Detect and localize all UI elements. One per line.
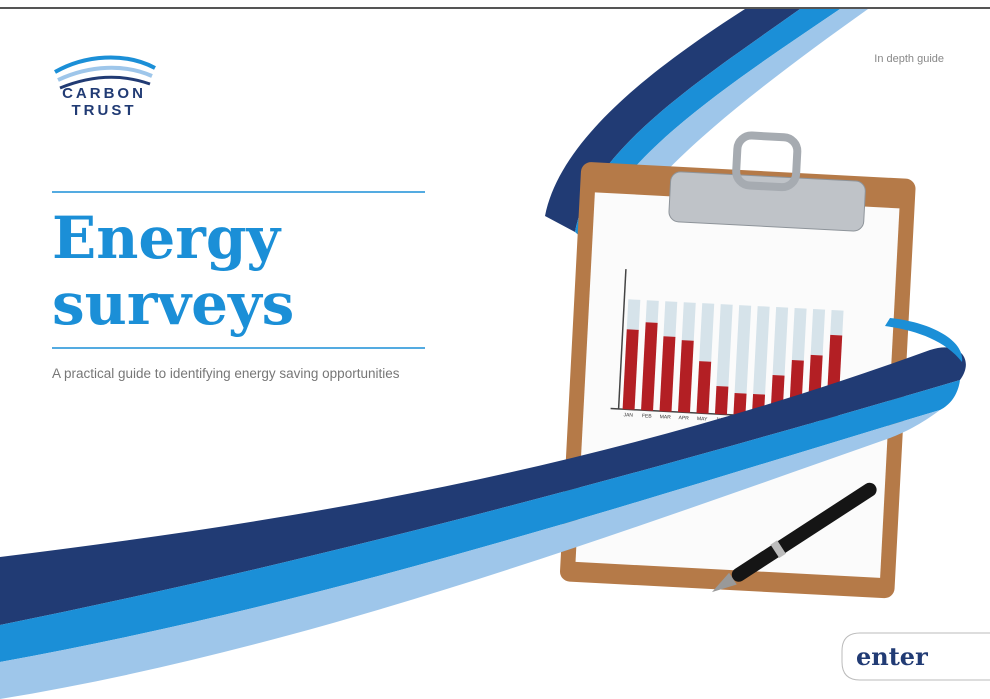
mini-bar-shadow: [830, 310, 843, 336]
mini-month-label: MAY: [697, 416, 708, 423]
logo-text: CARBON: [62, 85, 146, 102]
logo-text: TRUST: [72, 102, 137, 119]
mini-month-label: JAN: [623, 412, 633, 419]
clip: [668, 171, 865, 231]
mini-bar-shadow: [811, 309, 825, 356]
mini-month-label: MAR: [659, 414, 671, 421]
enter-button[interactable]: enter: [842, 633, 990, 680]
title: surveys: [52, 270, 294, 338]
mini-bar-shadow: [646, 300, 659, 323]
mini-month-label: FEB: [642, 413, 653, 420]
mini-bar-shadow: [682, 302, 696, 341]
cover-page: JANFEBMARAPRMAYJUNJULAUGSEPOCTNOVDEC CAR…: [0, 0, 990, 699]
button-label[interactable]: enter: [856, 642, 928, 671]
mini-month-label: APR: [678, 415, 689, 422]
title: Energy: [52, 204, 282, 272]
subtitle: A practical guide to identifying energy …: [52, 366, 400, 381]
mini-bar-shadow: [627, 299, 641, 330]
mini-bar-shadow: [663, 301, 677, 337]
mini-bar: [715, 386, 728, 415]
tag: In depth guide: [874, 53, 944, 65]
